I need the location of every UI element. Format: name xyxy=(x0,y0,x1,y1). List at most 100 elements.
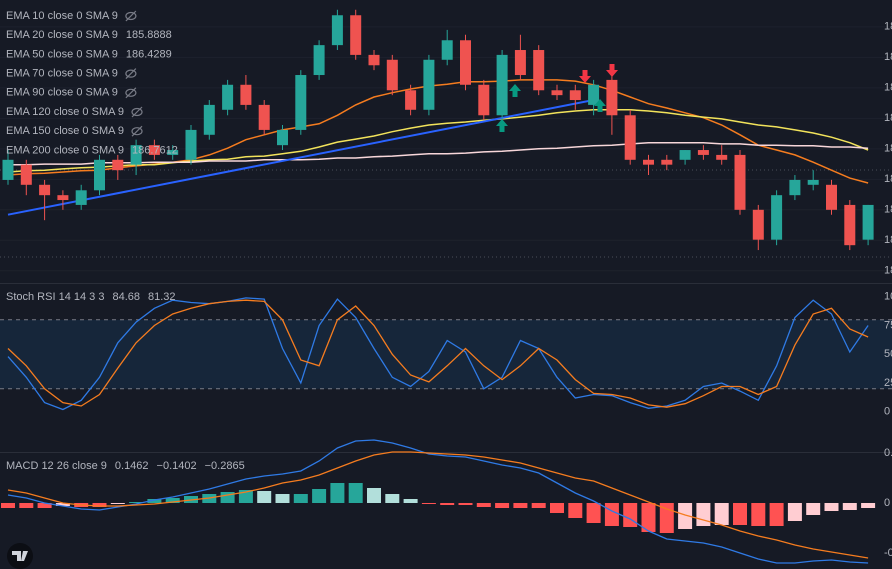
histogram-bar xyxy=(440,503,455,505)
candle-body xyxy=(94,159,105,191)
histogram-bar xyxy=(110,503,125,504)
histogram-bar xyxy=(55,503,70,506)
buy-arrow xyxy=(594,99,606,112)
candle-body xyxy=(185,129,197,160)
histogram-bar xyxy=(751,503,766,526)
legend-label: EMA 70 close 0 SMA 9 xyxy=(6,68,118,80)
hidden-icon xyxy=(125,87,137,99)
candle-body xyxy=(734,154,746,210)
candle-body xyxy=(2,159,14,180)
candle-body xyxy=(386,59,398,91)
hidden-icon xyxy=(131,127,143,136)
legend-value: 185.8888 xyxy=(126,29,172,41)
histogram-bar xyxy=(238,490,253,503)
stoch-line xyxy=(7,297,869,411)
candle-body xyxy=(222,84,234,110)
candle-body xyxy=(789,179,801,196)
candle-body xyxy=(313,45,325,76)
histogram-bar xyxy=(842,503,857,510)
y-tick-label: 187.5 xyxy=(884,82,892,94)
candle-body xyxy=(350,15,362,55)
pane-title: MACD 12 26 close 9 xyxy=(6,460,107,472)
histogram-bar xyxy=(641,503,656,532)
candle-body xyxy=(807,179,819,185)
candle-body xyxy=(460,40,471,85)
y-tick-label: 75 xyxy=(884,319,892,331)
macd-line xyxy=(7,439,869,564)
histogram-bar xyxy=(165,498,180,503)
marks: 184.5 185 185.5 186 186.5 187 187.5 188 188.5 0 25… xyxy=(0,9,892,564)
candle-body xyxy=(569,90,581,101)
histogram-bar xyxy=(403,499,418,503)
histogram-bar xyxy=(330,483,345,503)
histogram-bar xyxy=(861,503,876,508)
candle-body xyxy=(203,104,215,135)
histogram-bar xyxy=(495,503,510,508)
candle-body xyxy=(57,195,69,201)
histogram-bar xyxy=(129,502,144,503)
hidden-icon xyxy=(131,106,143,118)
hidden-icon xyxy=(125,10,137,22)
histogram-bar xyxy=(275,494,290,503)
candle-body xyxy=(826,184,837,210)
legend-label: EMA 150 close 0 SMA 9 xyxy=(6,125,124,137)
logo xyxy=(7,543,33,569)
candle-body xyxy=(130,145,142,165)
legend-value: −0.2865 xyxy=(205,460,245,472)
candle-body xyxy=(75,190,87,205)
candle-body xyxy=(606,79,618,116)
sell-arrow xyxy=(606,64,618,77)
candle-body xyxy=(862,204,874,240)
candle-body xyxy=(643,159,654,165)
candle-body xyxy=(551,90,563,96)
hidden-icon xyxy=(125,88,137,97)
y-tick-label: 184.5 xyxy=(884,265,892,277)
candle-body xyxy=(697,150,709,155)
candle-body xyxy=(661,159,673,165)
histogram-bar xyxy=(824,503,839,511)
candle-body xyxy=(624,115,636,160)
y-tick-label: 186.5 xyxy=(884,143,892,155)
y-tick-label: 25 xyxy=(884,377,892,389)
legend-value: 186.4289 xyxy=(126,48,172,60)
histogram-bar xyxy=(568,503,583,518)
legend: EMA 10 close 0 SMA 9 EMA 20 close 0 SMA 9… xyxy=(6,10,245,472)
stoch-line xyxy=(7,299,869,408)
candle-body xyxy=(405,90,417,110)
legend-label: EMA 120 close 0 SMA 9 xyxy=(6,106,124,118)
histogram-bar xyxy=(586,503,601,523)
histogram-bar xyxy=(19,503,34,508)
trend-line xyxy=(7,99,594,216)
histogram-bar xyxy=(147,499,162,503)
candle-body xyxy=(844,204,856,246)
hidden-icon xyxy=(125,11,137,21)
y-tick-label: 50 xyxy=(884,348,892,360)
histogram-bar xyxy=(220,492,235,503)
legend-label: EMA 20 close 0 SMA 9 xyxy=(6,29,118,41)
y-tick-label: 186 xyxy=(884,173,892,185)
candle-body xyxy=(752,209,764,240)
candle-body xyxy=(20,164,32,185)
histogram-bar xyxy=(806,503,821,515)
candle-body xyxy=(478,84,490,116)
histogram-bar xyxy=(604,503,619,526)
candle-body xyxy=(240,84,252,105)
signal-arrows xyxy=(496,64,618,132)
candle-body xyxy=(148,145,160,155)
histogram-bar xyxy=(714,503,729,525)
sell-arrow xyxy=(579,70,591,83)
candle-body xyxy=(588,84,600,105)
ema-line xyxy=(8,141,869,166)
legend-value: 84.68 xyxy=(112,291,140,303)
candle-body xyxy=(258,104,270,130)
legend-label: EMA 10 close 0 SMA 9 xyxy=(6,10,118,22)
legend-value: −0.1402 xyxy=(157,460,197,472)
hidden-icon xyxy=(131,107,143,117)
histogram-bar xyxy=(513,503,528,508)
y-tick-label: 0 xyxy=(884,406,890,418)
y-tick-label: 187 xyxy=(884,112,892,124)
candle-body xyxy=(368,54,380,66)
candle-body xyxy=(496,54,508,116)
